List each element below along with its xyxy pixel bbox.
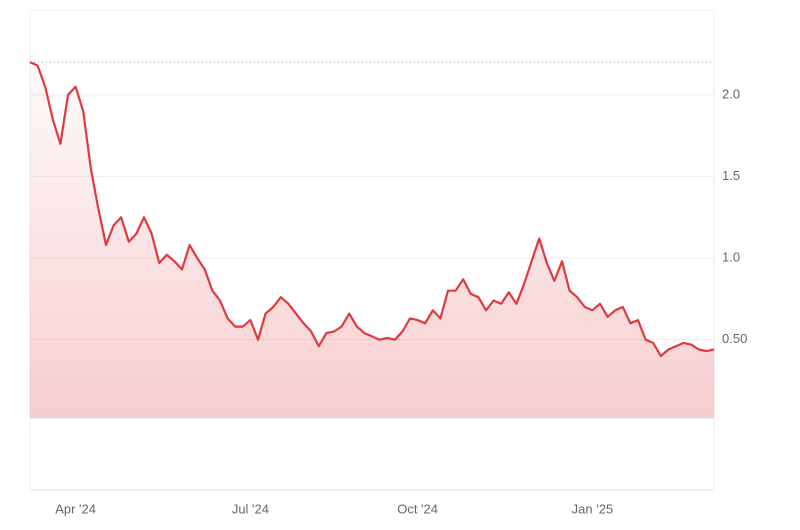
- y-tick-label: 0.50: [722, 331, 747, 346]
- price-line: [29, 61, 715, 358]
- price-area: [30, 62, 714, 418]
- x-tick-label: Apr '24: [55, 501, 96, 516]
- y-tick-label: 1.5: [722, 168, 740, 183]
- x-tick-label: Oct '24: [397, 501, 438, 516]
- y-tick-label: 2.0: [722, 86, 740, 101]
- x-tick-label: Jul '24: [232, 501, 269, 516]
- x-tick-label: Jan '25: [572, 501, 614, 516]
- y-tick-label: 1.0: [722, 250, 740, 265]
